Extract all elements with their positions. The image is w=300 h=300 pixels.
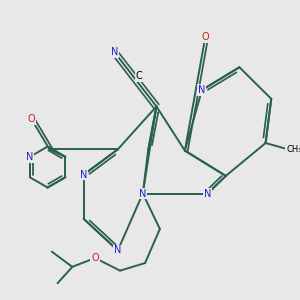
Text: N: N — [80, 169, 87, 180]
Text: N: N — [204, 189, 211, 199]
Text: N: N — [198, 85, 206, 95]
Text: O: O — [28, 114, 35, 124]
Text: O: O — [91, 253, 99, 263]
Text: N: N — [26, 152, 34, 162]
Text: N: N — [114, 245, 122, 255]
Text: N: N — [111, 47, 118, 57]
Text: N: N — [139, 189, 146, 199]
Text: C: C — [135, 71, 142, 81]
Text: CH₃: CH₃ — [286, 145, 300, 154]
Text: O: O — [202, 32, 209, 42]
